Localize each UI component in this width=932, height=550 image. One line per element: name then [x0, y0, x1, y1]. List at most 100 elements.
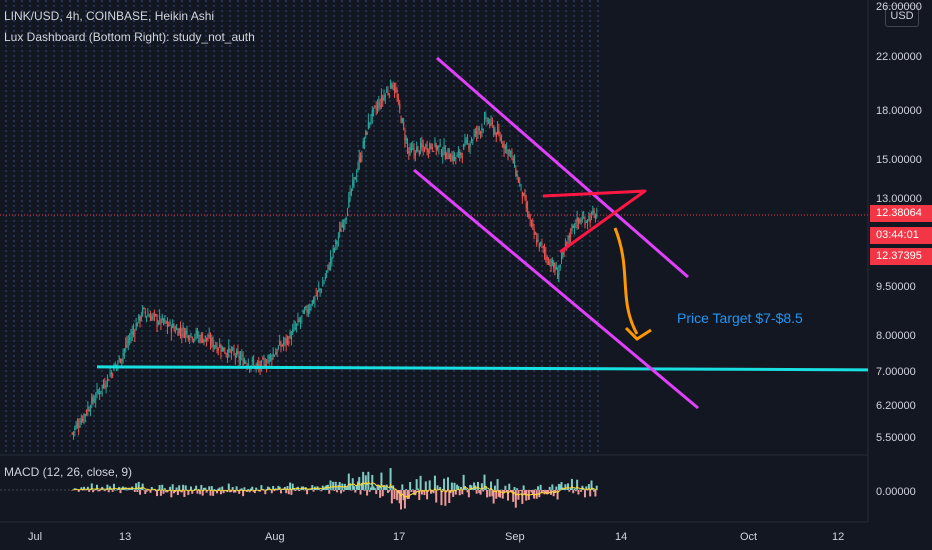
macd-histogram-bar	[232, 490, 235, 493]
candle-body	[71, 432, 73, 434]
macd-histogram-bar	[484, 486, 487, 490]
macd-histogram-bar	[445, 490, 448, 491]
candle-body	[320, 290, 323, 292]
macd-histogram-bar	[504, 485, 507, 490]
candle-body	[553, 263, 555, 268]
candle-body	[157, 322, 159, 324]
candle-body	[450, 160, 452, 162]
macd-histogram-bar	[161, 484, 164, 490]
indicator-legend[interactable]: Lux Dashboard (Bottom Right): study_not_…	[4, 30, 255, 44]
macd-histogram-bar	[154, 490, 157, 492]
macd-histogram-bar	[452, 490, 455, 497]
candle-body	[446, 157, 448, 159]
candle-body	[258, 364, 260, 367]
candle-body	[357, 167, 359, 171]
candle-body	[97, 391, 99, 393]
macd-histogram-bar	[249, 488, 252, 490]
candle-body	[534, 233, 537, 235]
price-tick: 6.20000	[876, 400, 916, 412]
macd-histogram-bar	[127, 488, 130, 490]
macd-histogram-bar	[150, 486, 153, 490]
candle-body	[172, 323, 174, 328]
support-line[interactable]	[96, 365, 869, 372]
candle-body	[486, 119, 488, 121]
currency-button[interactable]: USD	[885, 5, 919, 27]
macd-histogram-bar	[183, 490, 186, 497]
macd-histogram-bar	[286, 486, 289, 490]
macd-histogram-bar	[148, 490, 151, 491]
macd-histogram-bar	[270, 490, 273, 494]
candle-body	[336, 242, 338, 244]
macd-histogram-bar	[137, 481, 140, 490]
candle-body	[217, 349, 220, 351]
macd-legend[interactable]: MACD (12, 26, close, 9)	[4, 465, 133, 479]
triangle-pattern[interactable]	[542, 189, 647, 254]
macd-histogram-bar	[159, 490, 162, 496]
macd-histogram-bar	[141, 483, 144, 490]
macd-histogram-bar	[553, 490, 556, 493]
symbol-legend[interactable]: LINK/USD, 4h, COINBASE, Heikin Ashi	[4, 9, 215, 23]
macd-histogram-bar	[496, 479, 499, 490]
macd-histogram-bar	[110, 489, 113, 490]
candle-body	[202, 338, 204, 343]
candle-body	[215, 345, 217, 347]
candle-body	[440, 150, 443, 156]
macd-histogram-bar	[542, 490, 545, 492]
candle-body	[183, 332, 186, 338]
candle-body	[326, 271, 328, 273]
candle-body	[74, 427, 76, 431]
candle-body	[358, 157, 360, 162]
candle-body	[596, 214, 598, 216]
macd-histogram-bar	[405, 489, 408, 490]
candle-body	[148, 316, 150, 318]
candle-body	[206, 337, 208, 340]
candle-body	[528, 214, 530, 219]
candle-body	[289, 331, 291, 338]
candle-body	[127, 341, 129, 343]
candle-body	[241, 354, 243, 356]
candle-body	[451, 155, 453, 160]
candle-body	[456, 154, 458, 157]
candle-body	[303, 310, 306, 312]
candle-body	[238, 355, 240, 360]
macd-histogram-bar	[356, 481, 359, 490]
candle-body	[281, 345, 283, 347]
candle-body	[309, 309, 311, 311]
candle-body	[260, 360, 263, 367]
candle-body	[243, 360, 246, 364]
macd-histogram-bar	[409, 481, 412, 490]
macd-histogram-bar	[406, 490, 409, 500]
macd-histogram-bar	[142, 489, 145, 491]
candle-body	[472, 139, 474, 141]
candle-body	[464, 141, 466, 144]
candle-body	[507, 150, 509, 156]
channel-lower-line[interactable]	[413, 168, 699, 410]
candle-body	[333, 249, 336, 251]
candle-body	[135, 323, 137, 330]
price-target-annotation[interactable]: Price Target $7-$8.5	[677, 310, 803, 326]
price-tick: 8.00000	[876, 330, 916, 342]
macd-histogram-bar	[107, 490, 110, 493]
macd-histogram-bar	[383, 484, 386, 490]
macd-histogram-bar	[105, 489, 108, 491]
macd-histogram-bar	[287, 490, 290, 495]
candle-body	[356, 175, 358, 177]
candle-body	[142, 307, 144, 314]
candle-body	[225, 353, 227, 355]
macd-histogram-bar	[473, 482, 476, 490]
price-tick: 7.00000	[876, 366, 916, 378]
macd-histogram-bar	[165, 490, 168, 493]
macd-histogram-bar	[189, 486, 192, 490]
candle-body	[223, 347, 225, 352]
channel-upper-line[interactable]	[436, 56, 689, 279]
macd-histogram-bar	[269, 489, 272, 491]
macd-histogram-bar	[389, 468, 392, 490]
candle-body	[105, 386, 107, 388]
macd-histogram-bar	[227, 483, 230, 490]
macd-histogram-bar	[175, 487, 178, 490]
projection-arrow[interactable]	[613, 227, 639, 335]
candle-body	[429, 144, 431, 150]
macd-histogram-bar	[414, 490, 417, 496]
